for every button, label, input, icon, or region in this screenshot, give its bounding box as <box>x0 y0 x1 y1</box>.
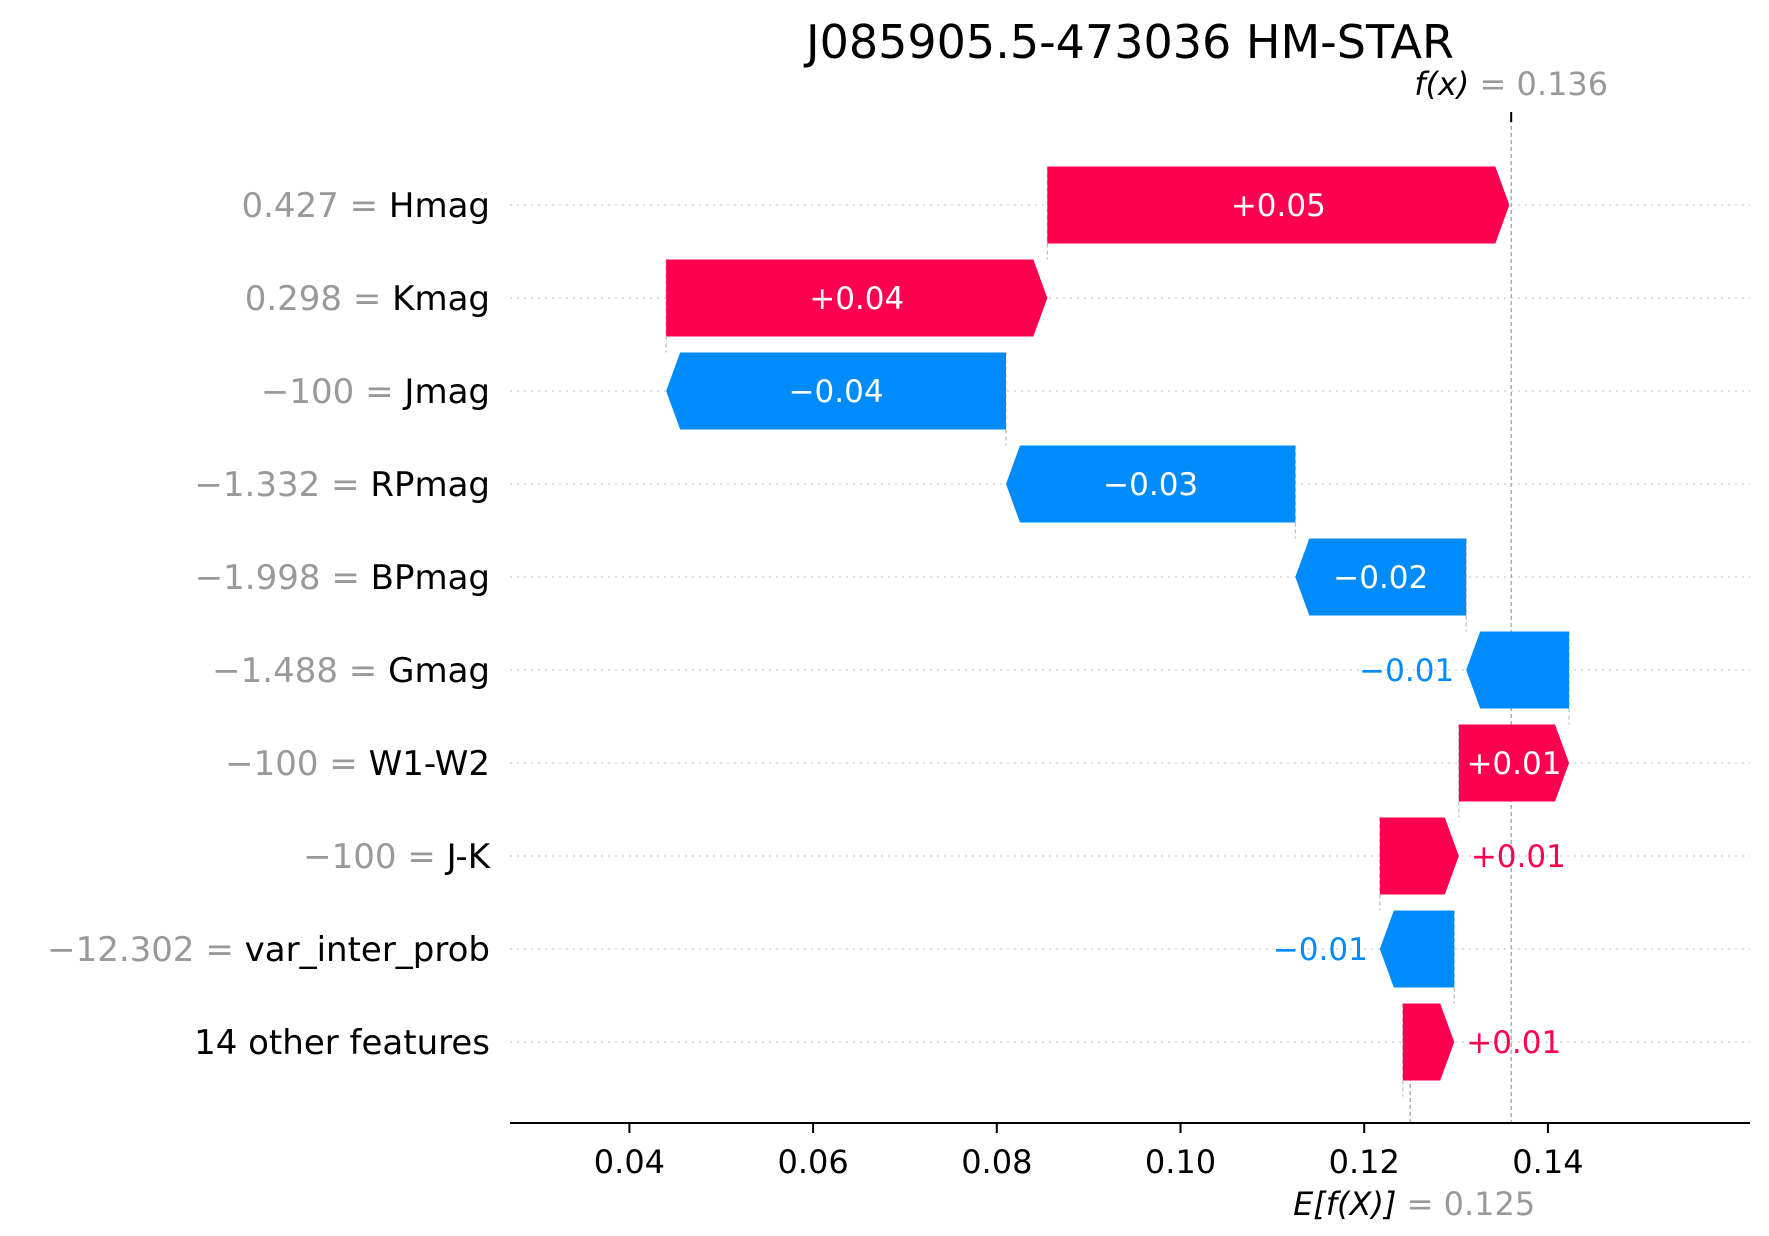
x-tick-label: 0.10 <box>1145 1143 1216 1181</box>
feature-value: −100 = <box>225 744 369 784</box>
feature-value: 0.298 = <box>245 279 392 319</box>
feature-name: Hmag <box>389 186 490 226</box>
bar-value-label: −0.02 <box>1333 560 1428 596</box>
expected-value: = 0.125 <box>1407 1185 1536 1223</box>
feature-label: −1.332 = RPmag <box>194 465 490 505</box>
bar-value-label: −0.04 <box>789 374 884 410</box>
feature-name: Gmag <box>388 651 490 691</box>
feature-value: −100 = <box>261 372 405 412</box>
feature-label: 0.298 = Kmag <box>245 279 490 319</box>
feature-label: 0.427 = Hmag <box>241 186 490 226</box>
bar-value-label: +0.01 <box>1466 746 1561 782</box>
bar-value-label: −0.01 <box>1273 932 1368 968</box>
feature-label: −1.998 = BPmag <box>195 558 490 598</box>
feature-name: Kmag <box>392 279 490 319</box>
x-tick-label: 0.14 <box>1512 1143 1583 1181</box>
bar-value-label: −0.01 <box>1359 653 1454 689</box>
bar-value-label: −0.03 <box>1103 467 1198 503</box>
fx-value: = 0.136 <box>1480 65 1609 103</box>
x-tick-label: 0.12 <box>1329 1143 1400 1181</box>
feature-label: −1.488 = Gmag <box>212 651 490 691</box>
expected-annotation: E[f(X)] = 0.125 <box>1293 1185 1535 1223</box>
feature-name: Jmag <box>402 372 490 412</box>
feature-value: −12.302 = <box>47 930 245 970</box>
feature-label: −100 = W1-W2 <box>225 744 490 784</box>
bar-bpmag <box>1295 538 1467 616</box>
chart-title: J085905.5-473036 HM-STAR <box>803 15 1454 69</box>
feature-value: −1.332 = <box>194 465 370 505</box>
bar-hmag <box>1047 166 1510 244</box>
feature-label: −100 = J-K <box>303 837 492 877</box>
feature-name: RPmag <box>370 465 490 505</box>
bar-rpmag <box>1006 445 1296 523</box>
bar-value-label: +0.01 <box>1471 839 1566 875</box>
bar-gmag <box>1466 631 1570 709</box>
bar-kmag <box>666 259 1048 337</box>
bar-jmag <box>666 352 1006 430</box>
x-tick-label: 0.06 <box>777 1143 848 1181</box>
bar-value-label: +0.04 <box>809 281 904 317</box>
feature-value: −1.488 = <box>212 651 388 691</box>
fx-annotation: f(x) = 0.136 <box>1414 65 1608 103</box>
feature-value: −1.998 = <box>195 558 371 598</box>
feature-label: −12.302 = var_inter_prob <box>47 930 490 970</box>
bar-value-label: +0.01 <box>1466 1025 1561 1061</box>
feature-name: J-K <box>445 837 492 877</box>
feature-name: W1-W2 <box>369 744 490 784</box>
x-tick-label: 0.04 <box>594 1143 665 1181</box>
feature-label: −100 = Jmag <box>261 372 490 412</box>
bar-var-inter-prob <box>1379 910 1455 988</box>
feature-name: var_inter_prob <box>245 930 490 970</box>
expected-label: E[f(X)] <box>1293 1185 1407 1223</box>
fx-label: f(x) <box>1414 65 1479 103</box>
feature-name: BPmag <box>371 558 490 598</box>
feature-value: −100 = <box>303 837 447 877</box>
x-tick-label: 0.08 <box>961 1143 1032 1181</box>
bar-w1-w2 <box>1458 724 1570 802</box>
bar-14-other-features <box>1402 1003 1455 1081</box>
feature-name: 14 other features <box>194 1023 490 1063</box>
feature-label: 14 other features <box>194 1023 490 1063</box>
bar-value-label: +0.05 <box>1231 188 1326 224</box>
feature-value: 0.427 = <box>241 186 388 226</box>
bar-j-k <box>1379 817 1459 895</box>
